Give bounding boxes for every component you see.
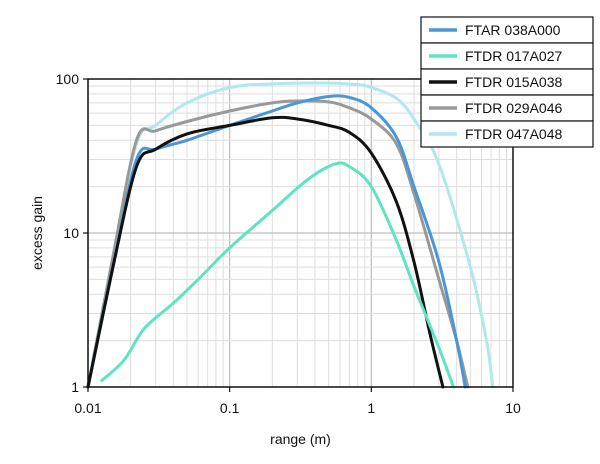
legend-label: FTAR 038A000 <box>465 22 561 38</box>
series-line-3 <box>86 115 445 389</box>
y-tick-label: 100 <box>56 71 80 87</box>
axis-ticks: 0.01 0.1 1 10 1 10 100 <box>56 71 521 416</box>
x-axis-label: range (m) <box>270 431 331 447</box>
series-line-1 <box>86 94 467 389</box>
legend-label: FTDR 015A038 <box>465 74 562 90</box>
x-tick-label: 0.01 <box>74 400 101 416</box>
series-lines <box>86 81 495 389</box>
y-tick-label: 10 <box>63 225 79 241</box>
x-tick-label: 1 <box>367 400 375 416</box>
y-tick-label: 1 <box>71 379 79 395</box>
legend-label: FTDR 047A048 <box>465 126 562 142</box>
series-line-2 <box>100 161 455 389</box>
x-tick-label: 10 <box>505 400 521 416</box>
y-axis-label: excess gain <box>29 196 45 270</box>
x-tick-label: 0.1 <box>220 400 240 416</box>
legend-label: FTDR 029A046 <box>465 100 562 116</box>
legend-label: FTDR 017A027 <box>465 48 562 64</box>
legend: FTAR 038A000 FTDR 017A027 FTDR 015A038 FTDR… <box>420 16 594 148</box>
